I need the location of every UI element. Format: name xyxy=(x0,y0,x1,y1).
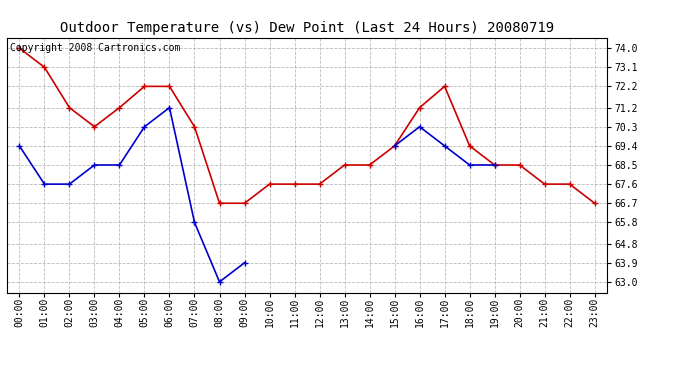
Text: Copyright 2008 Cartronics.com: Copyright 2008 Cartronics.com xyxy=(10,43,180,52)
Title: Outdoor Temperature (vs) Dew Point (Last 24 Hours) 20080719: Outdoor Temperature (vs) Dew Point (Last… xyxy=(60,21,554,35)
